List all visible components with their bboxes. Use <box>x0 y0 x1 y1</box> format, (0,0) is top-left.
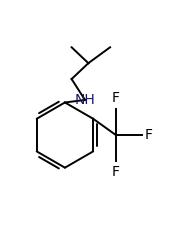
Text: F: F <box>112 165 120 179</box>
Text: F: F <box>145 128 153 142</box>
Text: F: F <box>112 91 120 105</box>
Text: NH: NH <box>75 93 95 107</box>
